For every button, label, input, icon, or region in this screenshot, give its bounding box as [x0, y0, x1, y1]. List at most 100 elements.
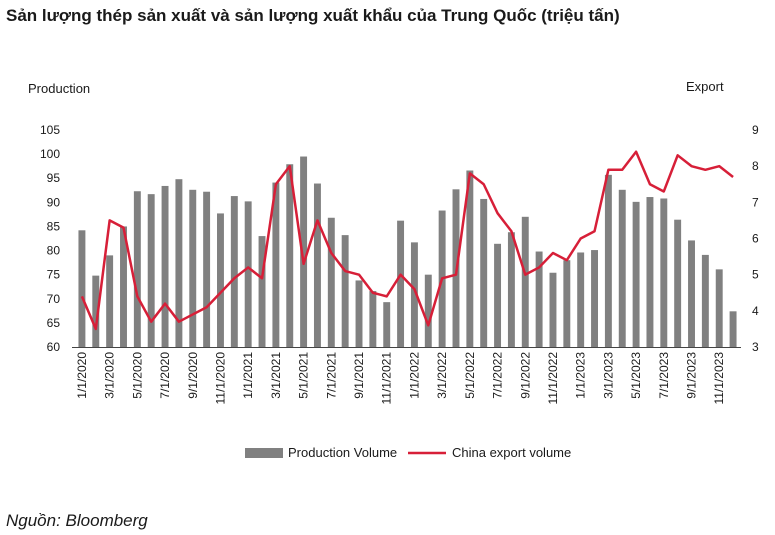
production-bar: [577, 252, 585, 347]
right-tick-label: 9: [752, 123, 759, 137]
production-bar: [701, 254, 709, 347]
right-axis-title: Export: [686, 79, 724, 94]
production-bar: [217, 213, 224, 347]
x-axis-ticks: 1/1/2020 3/1/2020 5/1/2020 7/1/2020 9/1/2020…: [75, 352, 726, 405]
left-tick-label: 70: [47, 292, 61, 306]
production-bar: [424, 274, 432, 347]
export-line-layer: [80, 150, 734, 331]
production-bar: [341, 235, 349, 347]
source-note: Nguồn: Bloomberg: [6, 511, 148, 530]
production-bar: [300, 156, 308, 347]
left-axis-title: Production: [28, 81, 90, 96]
x-tick-label: 5/1/2021: [297, 352, 311, 399]
production-bar: [549, 272, 557, 347]
production-bar: [674, 219, 682, 347]
production-bar: [286, 164, 294, 347]
production-bar: [604, 174, 612, 347]
production-bar: [410, 242, 418, 347]
left-tick-label: 85: [47, 219, 61, 233]
production-bar: [715, 269, 723, 347]
production-bar: [327, 217, 335, 347]
production-bar: [729, 311, 737, 347]
right-tick-label: 7: [752, 195, 759, 209]
production-bar: [230, 196, 238, 347]
production-bar: [466, 170, 474, 347]
x-tick-label: 9/1/2022: [518, 352, 532, 399]
x-tick-label: 5/1/2023: [629, 352, 643, 399]
export-line: [80, 150, 734, 331]
x-tick-label: 1/1/2021: [241, 352, 255, 399]
x-tick-label: 5/1/2022: [463, 352, 477, 399]
production-bar: [203, 191, 211, 347]
legend: Production Volume China export volume: [245, 445, 571, 460]
production-bar: [646, 197, 654, 347]
x-tick-label: 9/1/2023: [685, 352, 699, 399]
x-tick-label: 1/1/2020: [75, 352, 89, 399]
production-bar: [688, 240, 695, 347]
x-tick-label: 11/1/2022: [546, 352, 560, 405]
legend-label-production: Production Volume: [288, 445, 397, 460]
left-tick-label: 100: [40, 147, 60, 161]
x-tick-label: 9/1/2021: [352, 352, 366, 399]
production-bar: [591, 250, 598, 347]
production-bar: [133, 191, 141, 347]
production-bar: [369, 291, 377, 347]
production-bar: [147, 194, 155, 347]
chart-title: Sản lượng thép sản xuất và sản lượng xuấ…: [6, 6, 620, 25]
left-tick-label: 65: [47, 316, 61, 330]
left-axis-ticks: 60 65 70 75 80 85 90 95 100 105: [40, 123, 60, 354]
production-bar: [660, 198, 668, 347]
x-tick-label: 3/1/2022: [435, 352, 449, 399]
x-tick-label: 7/1/2020: [158, 352, 172, 399]
x-tick-label: 7/1/2021: [324, 352, 338, 399]
production-bar: [189, 189, 197, 347]
production-bar: [272, 182, 280, 347]
production-bar: [521, 216, 529, 347]
x-tick-label: 1/1/2023: [574, 352, 588, 399]
production-bar: [120, 226, 127, 347]
x-tick-label: 3/1/2021: [269, 352, 283, 399]
production-bar: [313, 183, 321, 347]
production-bar: [244, 201, 252, 347]
production-bar: [92, 275, 100, 347]
x-tick-label: 11/1/2020: [214, 352, 228, 405]
x-tick-label: 3/1/2020: [103, 352, 117, 399]
x-tick-label: 7/1/2023: [657, 352, 671, 399]
left-tick-label: 90: [47, 195, 61, 209]
legend-swatch-production: [245, 448, 283, 458]
production-bar: [106, 255, 114, 347]
right-tick-label: 3: [752, 340, 759, 354]
left-tick-label: 75: [47, 268, 61, 282]
left-tick-label: 105: [40, 123, 60, 137]
x-tick-label: 11/1/2021: [380, 352, 394, 405]
production-bar: [632, 201, 640, 347]
production-bar: [383, 302, 391, 347]
production-bar: [78, 230, 86, 347]
left-tick-label: 80: [47, 244, 61, 258]
x-tick-label: 11/1/2023: [712, 352, 726, 405]
legend-label-export: China export volume: [452, 445, 571, 460]
x-tick-label: 7/1/2022: [491, 352, 505, 399]
production-bars: [78, 156, 737, 347]
x-tick-label: 3/1/2023: [601, 352, 615, 399]
production-bar: [563, 260, 571, 347]
production-bar: [397, 220, 405, 347]
right-tick-label: 8: [752, 159, 759, 173]
production-bar: [494, 243, 502, 347]
left-tick-label: 95: [47, 171, 61, 185]
production-bar: [355, 280, 363, 347]
production-bar: [258, 236, 266, 347]
x-tick-label: 9/1/2020: [186, 352, 200, 399]
right-axis-ticks: 3 4 5 6 7 8 9: [752, 123, 759, 354]
production-bar: [161, 185, 169, 347]
production-bar: [618, 189, 626, 347]
x-tick-label: 5/1/2020: [130, 352, 144, 399]
x-tick-label: 1/1/2022: [407, 352, 421, 399]
right-tick-label: 6: [752, 232, 759, 246]
production-bar: [480, 198, 488, 347]
right-tick-label: 5: [752, 268, 759, 282]
production-bar: [535, 251, 543, 347]
production-bar: [175, 179, 183, 347]
left-tick-label: 60: [47, 340, 61, 354]
